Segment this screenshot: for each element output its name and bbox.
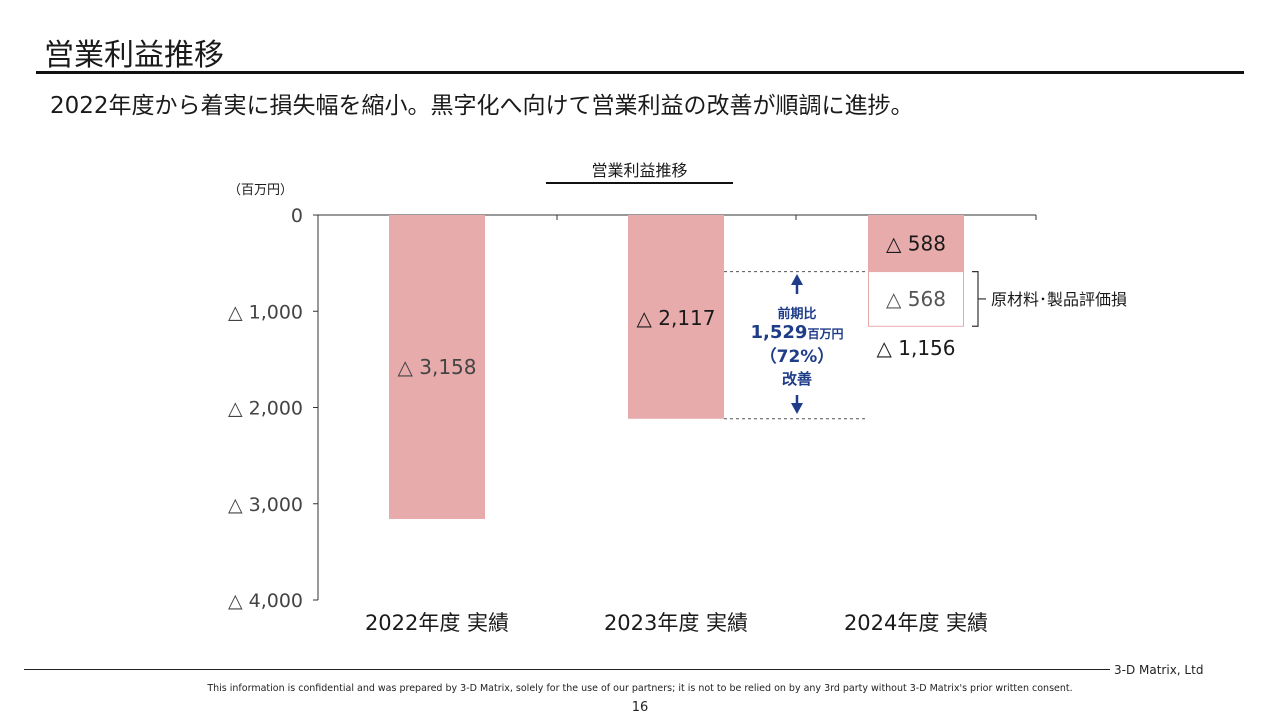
bar-2022 [389,215,485,519]
operating-profit-chart: 0 △ 1,000 △ 2,000 △ 3,000 △ 4,000 2022年度 実績 20… [228,205,1127,635]
improvement-percent: （72%） [760,346,835,367]
confidential-notice: This information is confidential and was… [207,683,1073,694]
y-tick-label-0: 0 [291,205,303,227]
y-tick-label-1: △ 1,000 [228,301,303,323]
y-tick-label-3: △ 3,000 [228,494,303,516]
title-divider [36,71,1244,74]
chart-title-underline [546,182,733,184]
bar-value-label-2023: △ 2,117 [637,306,716,330]
bar-2024-segment-2 [868,271,964,327]
improvement-amount: 1,529百万円 [751,322,844,343]
bar-2024-segment-1-label: △ 588 [886,231,946,255]
improvement-line-4: 改善 [782,370,812,388]
footer-divider-tick [1096,669,1110,670]
improvement-line-1: 前期比 [777,306,816,322]
unit-label: （百万円） [228,183,294,198]
category-label-0: 2022年度 実績 [365,611,509,635]
improvement-arrow-up-icon [791,274,803,285]
improvement-amount-value: 1,529 [751,322,808,343]
category-label-2: 2024年度 実績 [844,611,988,635]
footer-divider [24,669,1096,670]
bar-value-label-2022: △ 3,158 [398,355,477,379]
bar-2023 [628,215,724,419]
slide-title: 営業利益推移 [44,38,224,73]
company-name: 3-D Matrix, Ltd [1114,663,1204,677]
improvement-amount-unit: 百万円 [807,327,843,341]
chart-title: 営業利益推移 [591,161,688,180]
bar-2024-segment-2-label: △ 568 [886,287,946,311]
breakdown-label: 原材料･製品評価損 [991,290,1127,309]
bar-value-label-2024: △ 1,156 [877,336,956,360]
category-label-1: 2023年度 実績 [604,611,748,635]
y-tick-label-2: △ 2,000 [228,398,303,420]
slide-subtitle: 2022年度から着実に損失幅を縮小。黒字化へ向けて営業利益の改善が順調に進捗。 [50,93,914,119]
improvement-arrow-down-icon [791,403,803,414]
bracket [972,270,979,327]
y-tick-label-4: △ 4,000 [228,590,303,612]
page-number: 16 [631,700,649,715]
bar-2024-segment-1 [868,215,964,272]
